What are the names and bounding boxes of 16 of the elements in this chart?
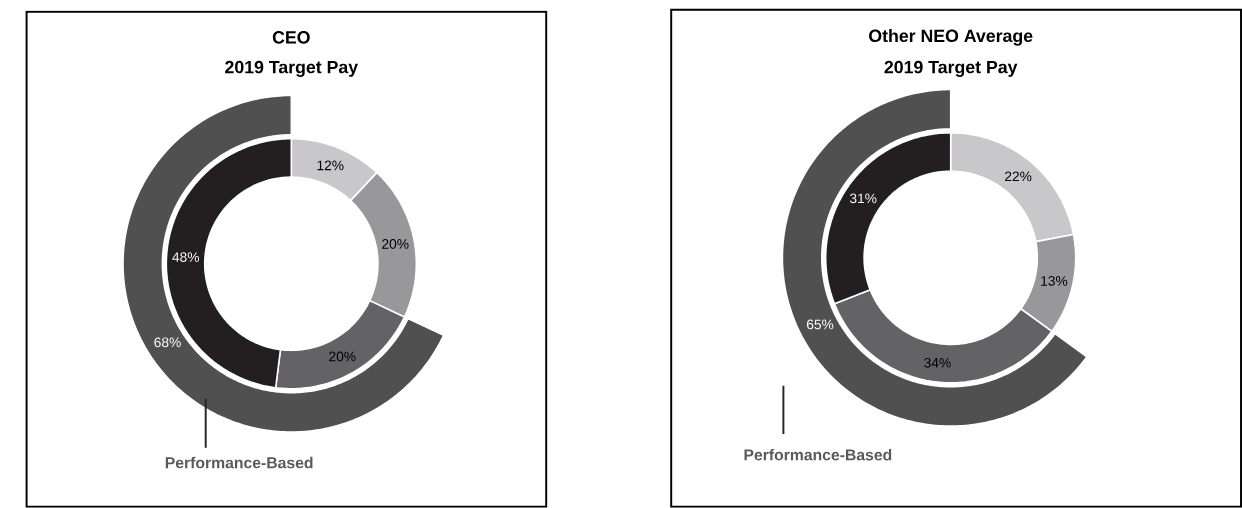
chart-subtitle: 2019 Target Pay <box>225 60 358 78</box>
text: Performance-Based <box>744 448 892 461</box>
chart-title: Other NEO Average <box>869 29 1033 46</box>
data-label: 20% <box>329 351 356 362</box>
chart-title: CEO <box>272 31 310 44</box>
data-label: 13% <box>1041 276 1068 286</box>
data-label: 12% <box>317 160 344 171</box>
text: Performance-Based <box>165 456 313 469</box>
data-label: 48% <box>172 252 200 263</box>
data-label: 22% <box>1005 171 1032 182</box>
data-label: 34% <box>924 358 951 368</box>
data-label: 31% <box>849 193 877 204</box>
data-label: 68% <box>154 337 181 348</box>
data-label: 20% <box>382 239 409 249</box>
chart-subtitle: 2019 Target Pay <box>884 60 1018 78</box>
data-label: 65% <box>806 319 834 330</box>
